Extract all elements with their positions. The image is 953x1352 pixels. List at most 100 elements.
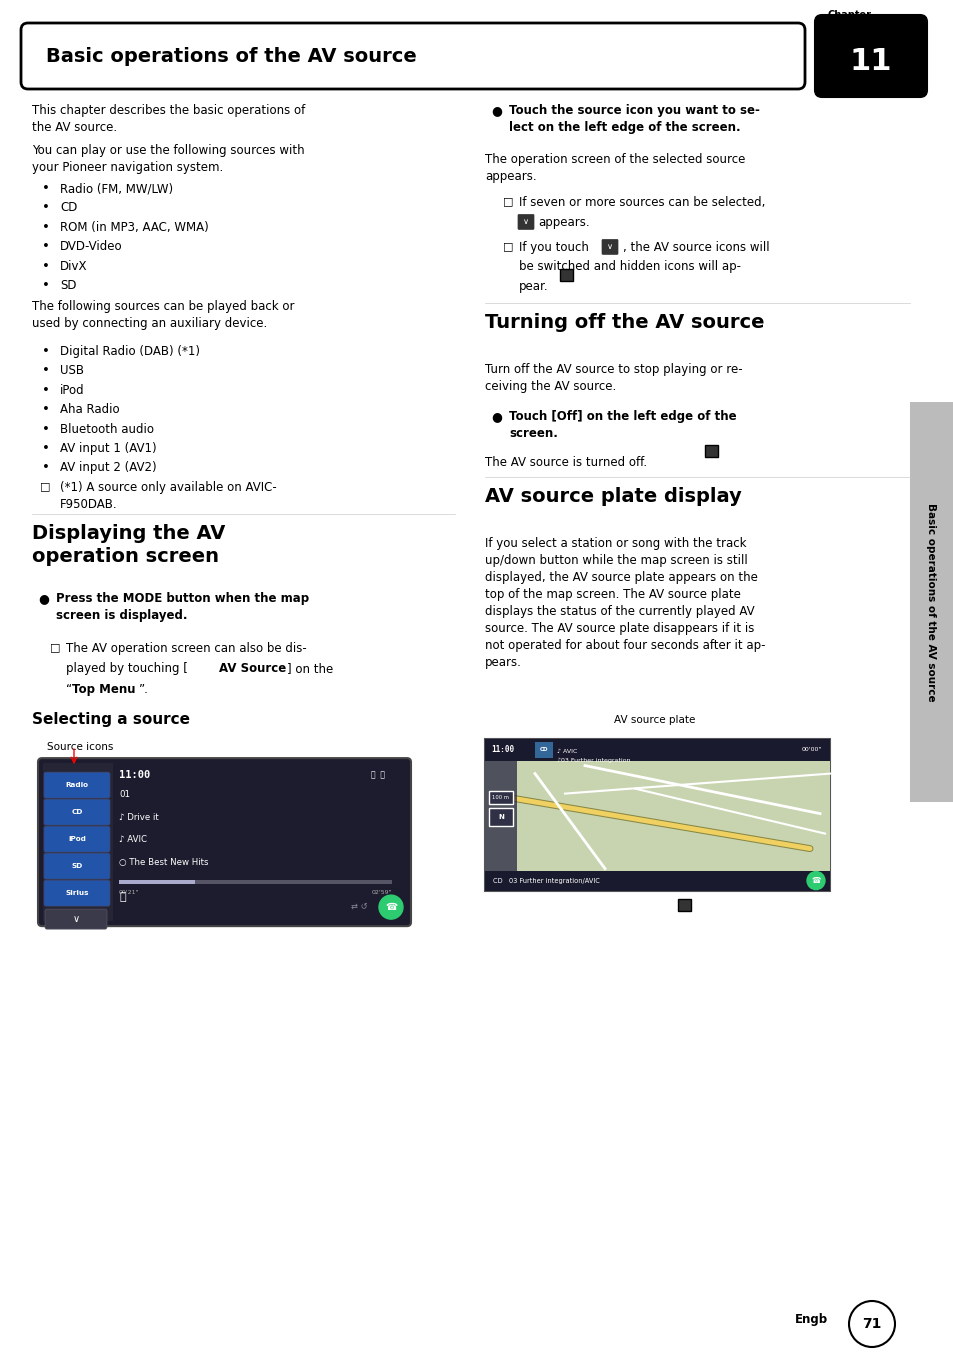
Text: ∨: ∨ xyxy=(72,914,79,925)
Text: 02'59": 02'59" xyxy=(371,890,392,895)
Text: Radio (FM, MW/LW): Radio (FM, MW/LW) xyxy=(60,183,172,195)
Text: ☎: ☎ xyxy=(810,876,820,886)
Text: •: • xyxy=(42,183,50,195)
Text: Turn off the AV source to stop playing or re-
ceiving the AV source.: Turn off the AV source to stop playing o… xyxy=(484,364,741,393)
Text: ○ The Best New Hits: ○ The Best New Hits xyxy=(119,857,209,867)
Text: appears.: appears. xyxy=(537,216,589,228)
Text: □: □ xyxy=(502,241,513,251)
FancyBboxPatch shape xyxy=(38,758,411,926)
Text: The AV operation screen can also be dis-: The AV operation screen can also be dis- xyxy=(66,642,307,654)
Text: •: • xyxy=(42,241,50,253)
Text: •: • xyxy=(42,279,50,292)
Text: •: • xyxy=(42,260,50,273)
Text: The following sources can be played back or
used by connecting an auxiliary devi: The following sources can be played back… xyxy=(32,300,294,330)
Bar xyxy=(119,880,195,884)
Text: DivX: DivX xyxy=(60,260,88,273)
FancyBboxPatch shape xyxy=(44,772,110,798)
Text: 00'00": 00'00" xyxy=(801,748,821,752)
Text: ●: ● xyxy=(38,592,49,604)
Text: CD: CD xyxy=(539,748,548,752)
Bar xyxy=(484,738,829,761)
Text: Source icons: Source icons xyxy=(47,742,113,752)
Text: You can play or use the following sources with
your Pioneer navigation system.: You can play or use the following source… xyxy=(32,145,304,174)
Text: AV Source: AV Source xyxy=(219,662,287,675)
Text: ⏸: ⏸ xyxy=(119,892,126,902)
Text: Touch the source icon you want to se-
lect on the left edge of the screen.: Touch the source icon you want to se- le… xyxy=(509,104,760,134)
Text: 11:00: 11:00 xyxy=(119,771,150,780)
Text: •: • xyxy=(42,442,50,454)
Text: CD: CD xyxy=(60,201,77,215)
Text: Engb: Engb xyxy=(794,1313,827,1326)
Text: This chapter describes the basic operations of
the AV source.: This chapter describes the basic operati… xyxy=(32,104,305,134)
Text: pear.: pear. xyxy=(518,280,548,293)
Text: , the AV source icons will: , the AV source icons will xyxy=(622,241,769,254)
FancyBboxPatch shape xyxy=(21,23,804,89)
Text: Basic operations of the AV source: Basic operations of the AV source xyxy=(46,46,416,65)
Text: Sirius: Sirius xyxy=(65,890,89,896)
Bar xyxy=(484,871,829,891)
Bar xyxy=(489,791,513,803)
Text: ∨: ∨ xyxy=(522,218,529,226)
Text: iPod: iPod xyxy=(60,384,85,396)
Text: The AV source is turned off.: The AV source is turned off. xyxy=(484,456,646,469)
Text: SD: SD xyxy=(60,279,76,292)
FancyBboxPatch shape xyxy=(44,799,110,825)
Text: ☎: ☎ xyxy=(384,902,396,913)
Text: ”.: ”. xyxy=(139,683,149,695)
Text: CD   03 Further integration/AVIC: CD 03 Further integration/AVIC xyxy=(493,877,599,884)
Circle shape xyxy=(378,895,402,919)
Text: •: • xyxy=(42,201,50,215)
Text: ●: ● xyxy=(491,104,501,118)
Bar xyxy=(909,402,953,802)
Text: 01: 01 xyxy=(119,790,130,799)
Text: Touch [Off] on the left edge of the
screen.: Touch [Off] on the left edge of the scre… xyxy=(509,410,736,441)
Text: Top Menu: Top Menu xyxy=(71,683,135,695)
Text: played by touching [: played by touching [ xyxy=(66,662,188,675)
Text: If seven or more sources can be selected,: If seven or more sources can be selected… xyxy=(518,196,764,210)
Text: •: • xyxy=(42,345,50,358)
Text: If you touch: If you touch xyxy=(518,241,588,254)
Text: The operation screen of the selected source
appears.: The operation screen of the selected sou… xyxy=(484,153,744,183)
Text: SD: SD xyxy=(71,863,83,869)
Bar xyxy=(484,761,517,871)
Bar xyxy=(704,445,718,457)
Bar xyxy=(119,880,392,884)
Text: N: N xyxy=(497,814,503,819)
FancyBboxPatch shape xyxy=(814,15,926,97)
Bar xyxy=(559,269,573,281)
Circle shape xyxy=(806,872,824,890)
Text: •: • xyxy=(42,461,50,475)
Bar xyxy=(535,742,553,757)
Text: ] on the: ] on the xyxy=(287,662,333,675)
FancyBboxPatch shape xyxy=(601,239,618,254)
Text: Press the MODE button when the map
screen is displayed.: Press the MODE button when the map scree… xyxy=(56,592,309,622)
Text: ♪ AVIC: ♪ AVIC xyxy=(119,836,147,844)
Text: 100 m: 100 m xyxy=(492,795,509,799)
Text: be switched and hidden icons will ap-: be switched and hidden icons will ap- xyxy=(518,261,740,273)
Bar xyxy=(43,763,112,921)
Text: Radio: Radio xyxy=(66,781,89,788)
FancyBboxPatch shape xyxy=(44,826,110,852)
Text: iPod: iPod xyxy=(68,836,86,842)
Text: •: • xyxy=(42,220,50,234)
Text: 71: 71 xyxy=(862,1317,881,1330)
Text: □: □ xyxy=(502,196,513,207)
Text: (*1) A source only available on AVIC-
F950DAB.: (*1) A source only available on AVIC- F9… xyxy=(60,481,276,511)
Text: □: □ xyxy=(40,481,51,491)
Text: •: • xyxy=(42,423,50,435)
Circle shape xyxy=(848,1301,894,1347)
Text: ♪ AVIC: ♪ AVIC xyxy=(557,749,577,753)
Text: “: “ xyxy=(66,683,72,695)
Text: If you select a station or song with the track
up/down button while the map scre: If you select a station or song with the… xyxy=(484,537,764,669)
Text: Displaying the AV
operation screen: Displaying the AV operation screen xyxy=(32,523,225,565)
Text: •: • xyxy=(42,364,50,377)
FancyBboxPatch shape xyxy=(44,880,110,906)
Text: 00'21": 00'21" xyxy=(119,890,139,895)
Text: □: □ xyxy=(50,642,60,652)
Text: •: • xyxy=(42,384,50,396)
Text: 11: 11 xyxy=(849,47,891,76)
FancyBboxPatch shape xyxy=(517,215,534,230)
Text: Selecting a source: Selecting a source xyxy=(32,713,190,727)
Text: DVD-Video: DVD-Video xyxy=(60,241,123,253)
Text: Turning off the AV source: Turning off the AV source xyxy=(484,314,763,333)
